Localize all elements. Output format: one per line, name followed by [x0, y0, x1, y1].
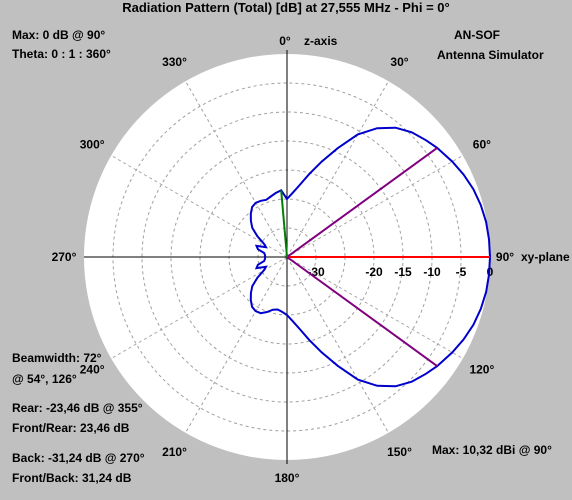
- front-back-info: Front/Back: 31,24 dB: [12, 471, 132, 485]
- radiation-pattern-line: [249, 126, 492, 388]
- front-rear-info: Front/Rear: 23,46 dB: [12, 421, 130, 435]
- angle-tick-label: 90°: [496, 250, 514, 264]
- radial-tick-label: 0: [487, 265, 494, 279]
- angle-tick-label: 270°: [52, 250, 77, 264]
- grid-spoke: [185, 80, 288, 258]
- beamwidth-angles: @ 54°, 126°: [12, 372, 77, 386]
- max-dbi-info: Max: 10,32 dBi @ 90°: [432, 443, 552, 457]
- radial-tick-label: -15: [394, 265, 412, 279]
- grid-spoke: [185, 256, 288, 434]
- brand-subtitle: Antenna Simulator: [437, 48, 544, 62]
- back-info: Back: -31,24 dB @ 270°: [12, 451, 145, 465]
- angle-tick-label: 120°: [469, 363, 494, 377]
- angle-tick-label: 180°: [275, 471, 300, 485]
- angle-tick-label: 30°: [390, 55, 408, 69]
- angle-tick-label: 300°: [80, 138, 105, 152]
- beamwidth-info: Beamwidth: 72°: [12, 351, 102, 365]
- grid-spoke: [110, 155, 288, 258]
- radial-tick-label: -5: [456, 265, 467, 279]
- grid-spoke: [110, 256, 288, 359]
- xy-plane-label: xy-plane: [521, 250, 570, 264]
- beamwidth-1-marker-line: [286, 147, 438, 258]
- max-info: Max: 0 dB @ 90°: [12, 28, 106, 42]
- rear-marker-line: [280, 190, 288, 258]
- angle-tick-label: 60°: [473, 138, 491, 152]
- radial-tick-label: -30: [307, 265, 325, 279]
- angle-tick-label: 240°: [80, 363, 105, 377]
- z-axis-label: z-axis: [304, 34, 338, 48]
- angle-tick-label: 330°: [162, 55, 187, 69]
- grid-spoke: [286, 256, 389, 434]
- angle-tick-label: 210°: [162, 445, 187, 459]
- grid-spoke: [286, 155, 464, 258]
- chart-title: Radiation Pattern (Total) [dB] at 27,555…: [122, 0, 450, 15]
- radial-tick-label: -10: [423, 265, 441, 279]
- grid-spoke: [286, 256, 464, 359]
- radial-tick-label: -20: [365, 265, 383, 279]
- rear-info: Rear: -23,46 dB @ 355°: [12, 401, 143, 415]
- brand-name: AN-SOF: [454, 28, 500, 42]
- angle-tick-label: 0°: [279, 34, 291, 48]
- angle-tick-label: 150°: [387, 445, 412, 459]
- grid-spoke: [286, 80, 389, 258]
- beamwidth-2-marker-line: [286, 256, 438, 367]
- theta-info: Theta: 0 : 1 : 360°: [12, 47, 111, 61]
